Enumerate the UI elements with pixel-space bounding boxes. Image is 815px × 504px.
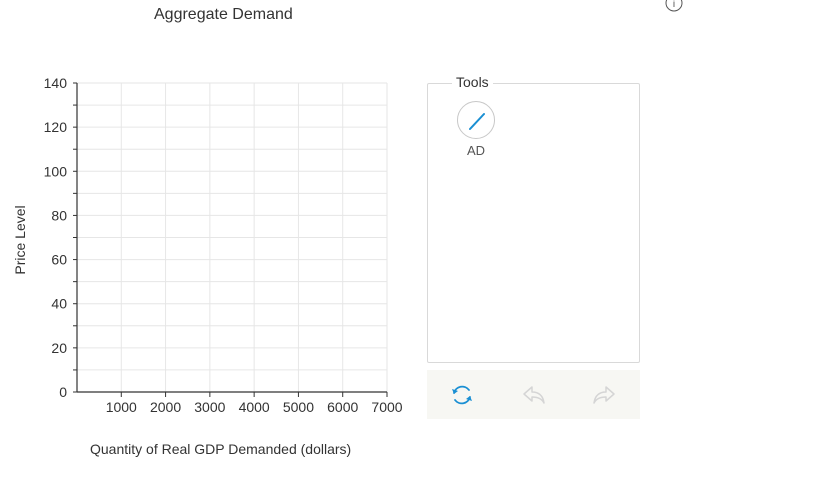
graph-title: Aggregate Demand xyxy=(154,6,293,23)
x-tick-label: 7000 xyxy=(371,399,402,415)
y-tick-label: 0 xyxy=(59,384,67,400)
ad-tool-label: AD xyxy=(466,143,486,158)
line-draw-icon xyxy=(469,113,485,130)
tick-labels: 0 20 40 60 80 100 120 140 1000 2000 3000 4000 5000 60… xyxy=(44,75,403,415)
x-tick-label: 2000 xyxy=(150,399,181,415)
reset-icon[interactable] xyxy=(449,382,475,408)
y-axis-label: Price Level xyxy=(12,205,28,275)
y-tick-label: 40 xyxy=(51,296,67,312)
info-icon[interactable]: i xyxy=(665,0,683,12)
x-tick-label: 3000 xyxy=(194,399,225,415)
y-tick-label: 120 xyxy=(44,119,68,135)
action-bar xyxy=(427,370,640,419)
ad-tool-button[interactable]: AD xyxy=(455,101,497,158)
undo-icon[interactable] xyxy=(521,382,547,408)
tools-legend: Tools xyxy=(452,74,493,90)
graph-plot-area[interactable]: 0 20 40 60 80 100 120 140 1000 2000 3000 4000 5000 60… xyxy=(0,0,420,504)
ad-tool-circle[interactable] xyxy=(457,101,495,139)
x-tick-label: 6000 xyxy=(327,399,358,415)
x-tick-label: 1000 xyxy=(106,399,137,415)
y-tick-label: 80 xyxy=(51,207,67,223)
redo-icon[interactable] xyxy=(591,382,617,408)
x-axis-label: Quantity of Real GDP Demanded (dollars) xyxy=(90,441,352,457)
y-tick-label: 140 xyxy=(44,75,68,91)
tools-panel: Tools AD xyxy=(427,74,640,363)
info-symbol: i xyxy=(673,0,675,10)
x-tick-label: 4000 xyxy=(239,399,270,415)
axes xyxy=(73,82,388,397)
y-tick-label: 100 xyxy=(44,163,68,179)
grid xyxy=(77,82,388,392)
y-tick-label: 20 xyxy=(51,340,67,356)
x-tick-label: 5000 xyxy=(283,399,314,415)
y-tick-label: 60 xyxy=(51,252,67,268)
